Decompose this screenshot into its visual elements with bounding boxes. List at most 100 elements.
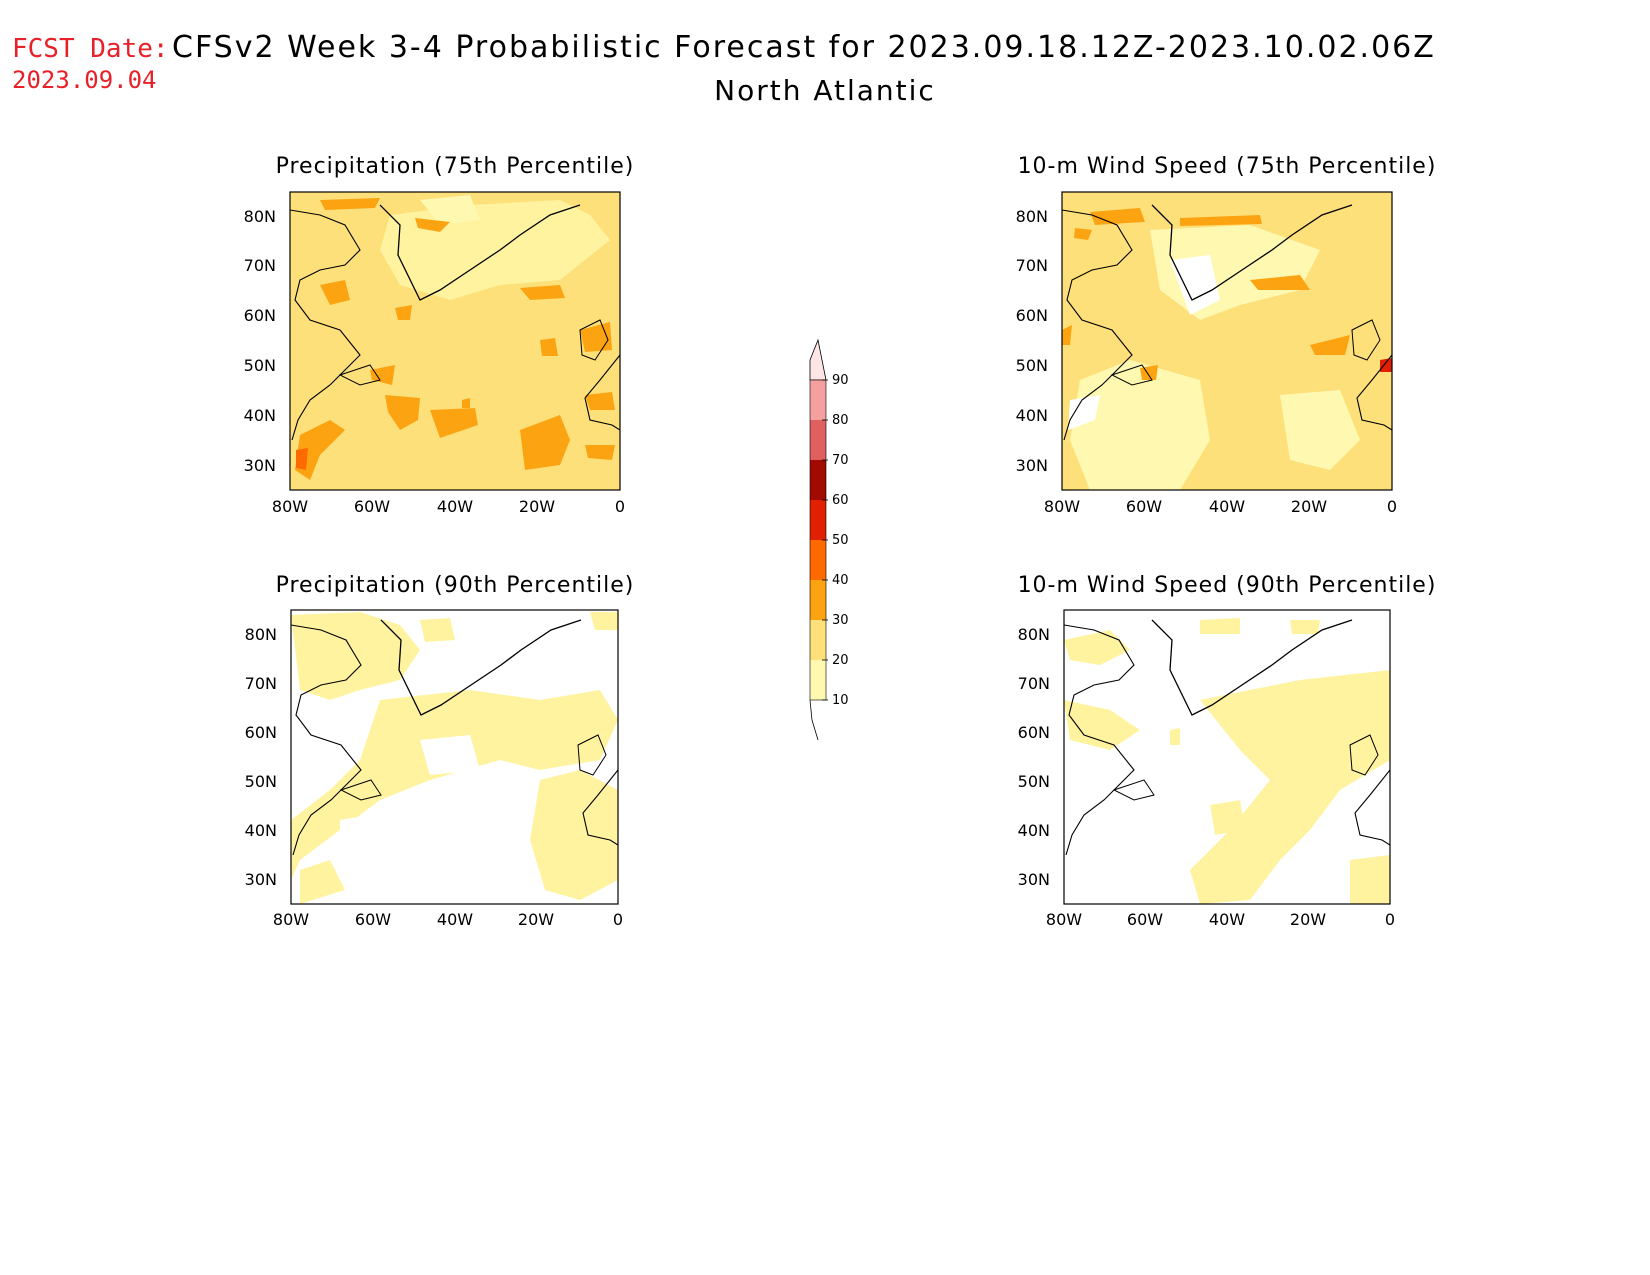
field-white-region <box>1068 395 1100 430</box>
field-white-region <box>1170 255 1220 315</box>
coastline-north-america <box>290 209 361 441</box>
colorbar-segment <box>810 460 826 500</box>
lat-tick-label: 30N <box>1016 456 1048 475</box>
lon-tick-label: 60W <box>1127 910 1163 929</box>
lon-axis: 80W 60W 40W 20W 0 <box>1044 497 1397 516</box>
colorbar-segment <box>810 580 826 620</box>
field-orange-patch <box>415 218 450 232</box>
field-light-region <box>1290 620 1320 634</box>
panel-title: Precipitation (75th Percentile) <box>276 154 635 179</box>
panel-wind-90: 10-m Wind Speed (90th Percentile) 80N 70… <box>1018 573 1436 929</box>
lat-tick-label: 60N <box>1018 723 1050 742</box>
lat-axis: 80N 70N 60N 50N 40N 30N <box>1018 625 1050 889</box>
field-orange-patch <box>585 445 615 460</box>
field-orange-patch <box>462 398 470 408</box>
field-light-region <box>1350 855 1390 904</box>
colorbar-label: 80 <box>832 413 849 428</box>
field-orange-patch <box>1074 228 1092 240</box>
field-white-region <box>420 735 480 775</box>
lat-tick-label: 70N <box>1018 674 1050 693</box>
lat-tick-label: 80N <box>1016 207 1048 226</box>
field-light-region <box>530 770 618 900</box>
colorbar-bottom-arrow <box>809 699 819 741</box>
field-light-region <box>1200 618 1240 634</box>
map-frame <box>1063 609 1391 905</box>
field-lightest-region <box>420 195 480 225</box>
lon-axis: 80W 60W 40W 20W 0 <box>272 497 625 516</box>
field-orange-patch <box>1250 275 1310 290</box>
coastline-europe-africa <box>584 354 620 431</box>
coastline-north-america <box>1064 624 1135 856</box>
lat-tick-label: 30N <box>244 456 276 475</box>
lat-tick-label: 30N <box>245 870 277 889</box>
colorbar-label: 60 <box>832 493 849 508</box>
lon-tick-label: 20W <box>1291 497 1327 516</box>
colorbar-segment <box>810 500 826 540</box>
lon-tick-label: 0 <box>1387 497 1397 516</box>
lat-tick-label: 60N <box>244 306 276 325</box>
lat-tick-label: 80N <box>1018 625 1050 644</box>
colorbar-top-arrow <box>809 338 827 381</box>
coastline-europe-africa <box>1354 769 1390 846</box>
coastline-newfoundland <box>1112 779 1155 801</box>
coastline-newfoundland <box>338 364 381 386</box>
coastline-newfoundland <box>1110 364 1153 386</box>
figure-title: CFSv2 Week 3-4 Probabilistic Forecast fo… <box>172 30 1436 65</box>
field-orange-patch <box>430 408 478 438</box>
lat-tick-label: 70N <box>244 256 276 275</box>
colorbar-segment <box>810 620 826 660</box>
lon-axis: 80W 60W 40W 20W 0 <box>273 910 623 929</box>
map-frame <box>1061 191 1393 491</box>
field-light-region <box>1210 800 1245 835</box>
field-orange-patch <box>1090 208 1145 225</box>
region-title: North Atlantic <box>714 74 936 107</box>
field-light-region <box>291 690 618 880</box>
lat-tick-label: 40N <box>245 821 277 840</box>
field-light-region <box>1064 700 1140 750</box>
coastline-north-america <box>291 624 362 856</box>
colorbar-label: 90 <box>832 373 849 388</box>
colorbar-label: 40 <box>832 573 849 588</box>
field-orange-patch <box>320 280 350 305</box>
field-orange-patch <box>540 338 558 356</box>
map-frame <box>289 191 621 491</box>
lon-tick-label: 0 <box>1385 910 1395 929</box>
lon-tick-label: 20W <box>518 910 554 929</box>
field-orange-patch <box>1062 325 1072 345</box>
field-orange-patch <box>385 395 420 430</box>
field-orange-patch <box>395 305 412 320</box>
coastline-greenland <box>1151 619 1353 716</box>
coastline-british-isles <box>577 734 607 776</box>
field-orange-patch <box>370 365 395 385</box>
map-field <box>1062 192 1392 490</box>
colorbar-label: 20 <box>832 653 849 668</box>
lon-tick-label: 40W <box>437 910 473 929</box>
lat-tick-label: 50N <box>244 356 276 375</box>
field-dark-orange-patch <box>296 448 308 470</box>
field-light-region <box>1070 360 1210 490</box>
field-orange-patch <box>520 415 570 470</box>
field-orange-patch <box>585 392 615 410</box>
lon-tick-label: 80W <box>1046 910 1082 929</box>
lat-tick-label: 80N <box>244 207 276 226</box>
lon-tick-label: 40W <box>1209 497 1245 516</box>
coastline-europe-africa <box>1356 354 1392 431</box>
lon-tick-label: 40W <box>437 497 473 516</box>
coastline-north-america <box>1062 209 1133 441</box>
panel-wind-75: 10-m Wind Speed (75th Percentile) <box>1016 154 1436 516</box>
field-white-region <box>430 815 520 890</box>
field-light-region <box>1280 390 1360 470</box>
field-white-region <box>340 810 420 880</box>
lat-tick-label: 40N <box>1016 406 1048 425</box>
lat-tick-label: 30N <box>1018 870 1050 889</box>
coastline-newfoundland <box>339 779 382 801</box>
lon-tick-label: 0 <box>613 910 623 929</box>
field-orange-patch <box>295 420 345 480</box>
forecast-date-label: FCST Date: <box>12 34 169 64</box>
lon-tick-label: 60W <box>354 497 390 516</box>
field-orange-patch <box>520 285 565 300</box>
lon-tick-label: 80W <box>272 497 308 516</box>
map-field <box>1064 610 1390 904</box>
lat-axis: 80N 70N 60N 50N 40N 30N <box>1016 207 1048 475</box>
